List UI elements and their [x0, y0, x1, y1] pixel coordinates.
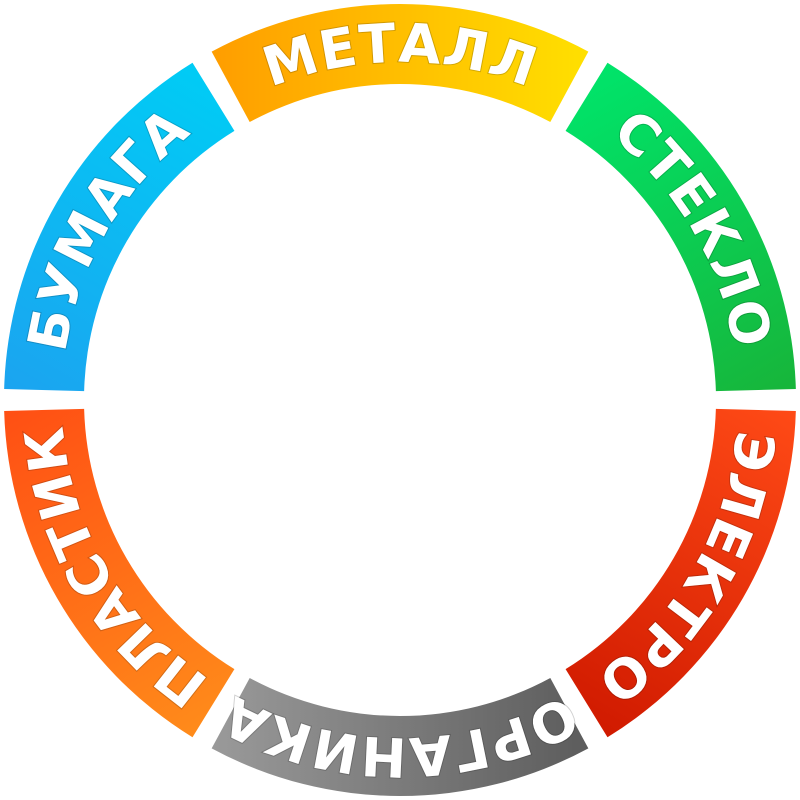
segment-metal[interactable]: МЕТАЛЛ — [211, 3, 589, 123]
segment-organic-band — [211, 677, 589, 797]
segment-plastic-band — [4, 408, 235, 738]
segment-glass-band — [565, 62, 796, 392]
segment-metal-band — [211, 3, 589, 123]
segment-plastic[interactable]: ПЛАСТИК — [4, 408, 235, 738]
segment-glass[interactable]: СТЕКЛО — [565, 62, 796, 392]
segment-electro[interactable]: ЭЛЕКТРО — [565, 408, 796, 738]
segment-organic[interactable]: ОРГАНИКА — [211, 677, 589, 797]
segment-electro-band — [565, 408, 796, 738]
segment-paper-band — [4, 62, 235, 392]
segment-paper[interactable]: БУМАГА — [4, 62, 235, 392]
